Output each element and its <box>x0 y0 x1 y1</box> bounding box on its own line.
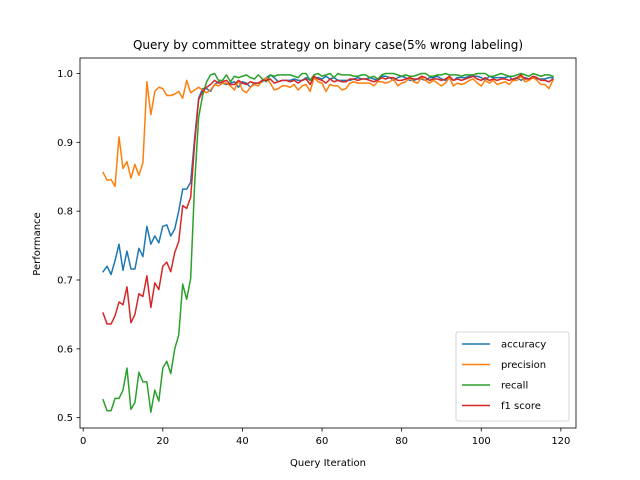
legend-box <box>455 331 570 422</box>
legend-label: f1 score <box>501 401 541 412</box>
x-tick-label: 120 <box>551 436 570 447</box>
x-tick-label: 40 <box>236 436 249 447</box>
y-tick-label: 0.6 <box>57 344 73 355</box>
x-tick-label: 0 <box>80 436 86 447</box>
legend-label: accuracy <box>501 340 546 351</box>
x-tick-label: 20 <box>156 436 169 447</box>
y-axis-label: Performance <box>32 212 43 275</box>
series-line-f1-score <box>102 74 554 325</box>
x-tick-label: 60 <box>316 436 329 447</box>
plot-area <box>79 57 577 429</box>
series-line-precision <box>102 75 554 188</box>
plot-frame <box>79 57 577 429</box>
series-line-recall <box>102 72 554 413</box>
y-tick-label: 0.7 <box>57 276 73 287</box>
x-tick-label: 80 <box>395 436 408 447</box>
chart-title: Query by committee strategy on binary ca… <box>133 38 523 52</box>
series-line-accuracy <box>102 74 554 276</box>
y-tick-label: 1.0 <box>57 69 73 80</box>
x-tick-label: 100 <box>472 436 491 447</box>
y-axis: 0.5 0.6 0.7 0.8 0.9 1.0 <box>57 69 80 424</box>
legend: accuracy precision recall f1 score <box>455 331 570 422</box>
legend-label: recall <box>501 381 528 392</box>
y-tick-label: 0.5 <box>57 413 73 424</box>
legend-label: precision <box>501 360 546 371</box>
y-tick-label: 0.9 <box>57 138 73 149</box>
x-axis-label: Query Iteration <box>290 458 366 469</box>
x-axis: 0 20 40 60 80 100 120 <box>80 428 570 447</box>
y-tick-label: 0.8 <box>57 207 73 218</box>
